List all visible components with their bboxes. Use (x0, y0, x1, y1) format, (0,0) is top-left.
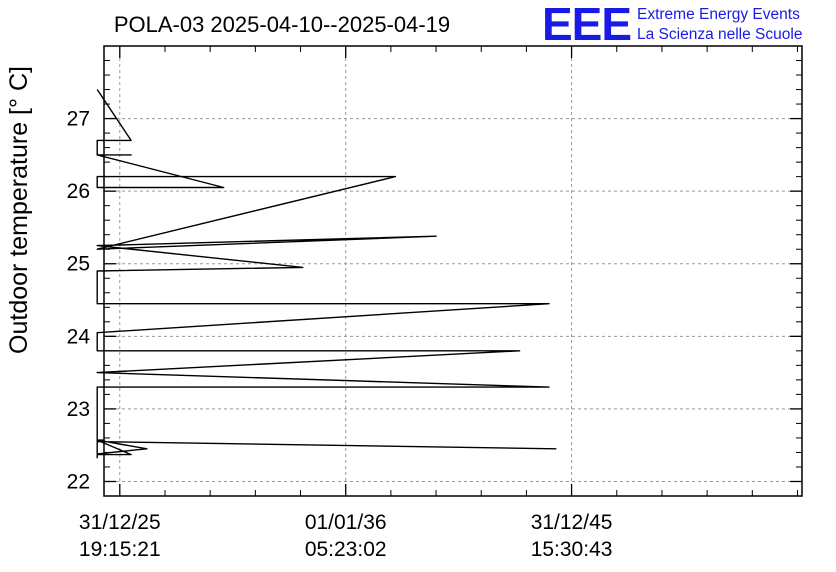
y-axis-label: Outdoor temperature [° C] (5, 66, 33, 354)
x-tick-label-time: 19:15:21 (79, 538, 161, 561)
eee-logo: EEE Extreme Energy Events La Scienza nel… (542, 0, 802, 50)
x-tick-label-time: 05:23:02 (305, 538, 387, 561)
chart-title: POLA-03 2025-04-10--2025-04-19 (114, 12, 450, 37)
y-tick-label: 27 (67, 108, 90, 131)
x-tick-label-date: 31/12/45 (531, 511, 613, 534)
series-line (96, 89, 557, 459)
x-tick-label-time: 15:30:43 (531, 538, 613, 561)
plot-border (103, 45, 803, 497)
logo-line-2: La Scienza nelle Scuole (637, 26, 802, 43)
logo-line-1: Extreme Energy Events (637, 6, 800, 23)
y-tick-label: 24 (67, 325, 91, 348)
y-tick-label: 23 (67, 398, 90, 421)
gridlines (104, 46, 802, 496)
plot-series (96, 89, 557, 459)
y-tick-label: 25 (67, 253, 90, 276)
tick-labels: 22 23 24 25 26 27 31/12/25 19:15:21 01/01/36 05:2… (67, 108, 613, 561)
y-tick-label: 22 (67, 470, 90, 493)
y-tick-label: 26 (67, 180, 90, 203)
logo-mark: EEE (542, 0, 631, 50)
x-tick-label-date: 31/12/25 (79, 511, 161, 534)
plot-frame (103, 45, 803, 497)
x-tick-label-date: 01/01/36 (305, 511, 387, 534)
